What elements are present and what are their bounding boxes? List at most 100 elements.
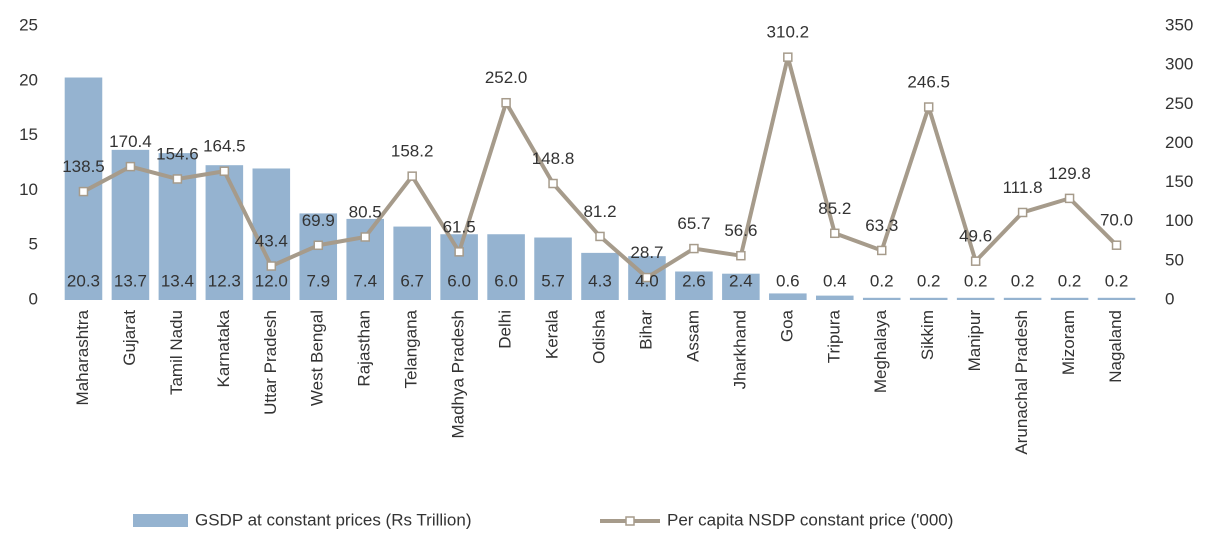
data-label: 154.6 [156, 144, 199, 163]
x-tick-label: West Bengal [308, 310, 327, 406]
x-tick-label: Sikkim [918, 310, 937, 360]
bar [581, 252, 619, 300]
marker [876, 245, 887, 256]
data-label: 111.8 [1003, 178, 1043, 197]
y2-tick-label: 100 [1165, 211, 1193, 230]
marker [595, 231, 605, 242]
data-label: 7.9 [306, 271, 330, 290]
x-tick-label: Manipur [965, 310, 984, 372]
data-label: 164.5 [203, 137, 246, 156]
marker [830, 228, 840, 239]
data-label: 246.5 [907, 73, 950, 92]
x-tick-label: Tripura [824, 309, 843, 363]
bar [1050, 297, 1089, 300]
bar [956, 297, 995, 300]
marker [125, 161, 136, 172]
x-tick-label: Uttar Pradesh [261, 310, 280, 415]
data-label: 69.9 [302, 211, 335, 230]
bar [816, 295, 854, 300]
data-label: 63.3 [865, 216, 898, 235]
marker [783, 52, 793, 62]
data-label: 13.4 [161, 271, 194, 290]
data-label: 4.0 [635, 271, 659, 290]
data-label: 13.7 [114, 271, 147, 290]
legend-swatch [625, 516, 635, 526]
bar [299, 213, 338, 300]
data-label: 20.3 [67, 271, 100, 290]
data-label: 6.0 [447, 271, 471, 290]
x-tick-label: Mizoram [1059, 310, 1078, 375]
data-label: 12.3 [208, 271, 241, 290]
y-tick-label: 25 [19, 15, 38, 34]
data-label: 5.7 [541, 271, 565, 290]
data-label: 80.5 [349, 202, 382, 221]
marker [501, 97, 511, 108]
bar [534, 237, 572, 300]
x-tick-label: Rajasthan [355, 310, 374, 387]
y2-tick-label: 50 [1165, 250, 1184, 269]
x-tick-label: Assam [683, 310, 702, 362]
marker [407, 171, 417, 181]
data-label: 0.2 [964, 271, 988, 290]
data-label: 4.3 [588, 271, 612, 290]
y2-tick-label: 300 [1165, 55, 1193, 74]
x-tick-label: Kerala [543, 309, 562, 359]
bar [675, 271, 713, 300]
data-label: 2.4 [729, 271, 753, 290]
data-label: 0.2 [1105, 271, 1129, 290]
data-label: 43.4 [255, 232, 288, 251]
x-tick-label: Meghalaya [871, 309, 890, 393]
marker [1017, 207, 1028, 218]
x-tick-label: Maharashtra [73, 309, 92, 405]
x-tick-label: Madhya Pradesh [449, 310, 468, 439]
marker [736, 250, 746, 261]
x-tick-label: Delhi [496, 310, 515, 349]
marker [454, 247, 464, 257]
y-tick-label: 20 [19, 70, 38, 89]
marker [360, 232, 370, 242]
data-label: 6.0 [494, 271, 518, 290]
bar [487, 234, 525, 300]
data-label: 0.2 [917, 271, 941, 290]
data-label: 6.7 [400, 271, 424, 290]
bar [1003, 297, 1042, 300]
y-tick-label: 0 [29, 289, 38, 308]
data-label: 56.6 [724, 221, 757, 240]
y2-tick-label: 350 [1165, 15, 1193, 34]
marker [970, 256, 981, 266]
marker [172, 174, 183, 184]
bar [1097, 297, 1136, 300]
data-label: 0.2 [870, 271, 894, 290]
data-label: 81.2 [583, 202, 616, 221]
y2-tick-label: 0 [1165, 289, 1174, 308]
bar [769, 293, 807, 300]
data-label: 0.6 [776, 271, 800, 290]
bar [252, 168, 291, 300]
y2-tick-label: 250 [1165, 94, 1193, 113]
data-label: 252.0 [485, 68, 528, 87]
data-label: 2.6 [682, 271, 706, 290]
marker [266, 261, 277, 271]
marker [219, 166, 230, 176]
legend-label: Per capita NSDP constant price ('000) [667, 510, 953, 529]
data-label: 28.7 [630, 243, 663, 262]
marker [1064, 193, 1075, 204]
data-label: 158.2 [391, 142, 434, 161]
legend-label: GSDP at constant prices (Rs Trillion) [195, 510, 472, 529]
x-tick-label: Gujarat [120, 310, 139, 366]
bar [393, 226, 431, 300]
data-label: 0.4 [823, 271, 847, 290]
data-label: 65.7 [677, 214, 710, 233]
bar [862, 297, 901, 300]
x-tick-label: Tamil Nadu [167, 310, 186, 395]
legend-swatch [133, 514, 188, 527]
marker [689, 243, 699, 254]
data-label: 85.2 [818, 199, 851, 218]
x-tick-label: Goa [777, 309, 796, 342]
data-label: 129.8 [1048, 164, 1091, 183]
x-tick-label: Jharkhand [730, 310, 749, 389]
marker [642, 272, 652, 283]
marker [78, 186, 89, 197]
marker [548, 178, 558, 189]
